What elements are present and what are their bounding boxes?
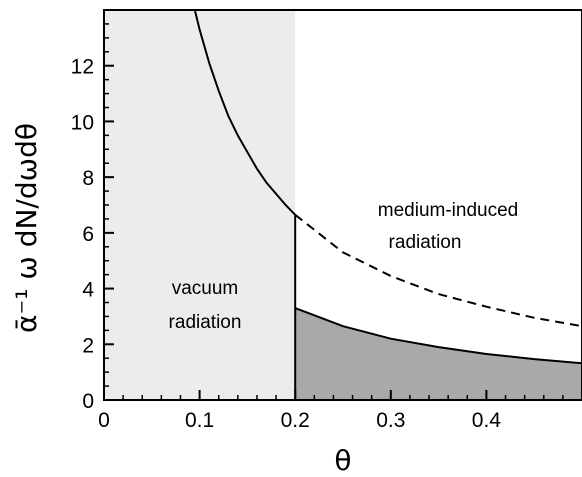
y-axis-title: ᾱ⁻¹ ω dN/dωdθ xyxy=(10,123,43,333)
annotation-medium-line2: radiation xyxy=(389,232,462,253)
x-tick-label: 0.3 xyxy=(376,409,405,432)
y-tick-label: 6 xyxy=(82,223,94,246)
y-tick-label: 10 xyxy=(71,111,94,134)
y-tick-label: 4 xyxy=(82,279,94,302)
plot-layer: 0 0.1 0.2 0.3 0.4 0 2 4 6 8 10 12 xyxy=(71,9,582,432)
annotation-vacuum-line2: radiation xyxy=(169,312,242,333)
medium-dashed-curve xyxy=(294,214,582,328)
x-tick-label: 0 xyxy=(98,409,110,432)
y-tick-label: 2 xyxy=(82,334,94,357)
annotation-vacuum-line1: vacuum xyxy=(172,278,239,299)
annotation-medium-line1: medium-induced xyxy=(378,200,518,221)
y-tick-label: 12 xyxy=(71,56,94,79)
y-tick-label: 0 xyxy=(82,390,94,413)
x-axis-title: θ xyxy=(334,444,351,477)
vacuum-region xyxy=(104,10,296,400)
vacuum-curve xyxy=(193,9,296,216)
x-tick-label: 0.2 xyxy=(281,409,310,432)
x-tick-label: 0.1 xyxy=(185,409,214,432)
medium-lower-curve xyxy=(294,307,582,365)
y-tick-label: 8 xyxy=(82,167,94,190)
shaded-area xyxy=(295,308,582,400)
x-tick-label: 0.4 xyxy=(472,409,502,432)
